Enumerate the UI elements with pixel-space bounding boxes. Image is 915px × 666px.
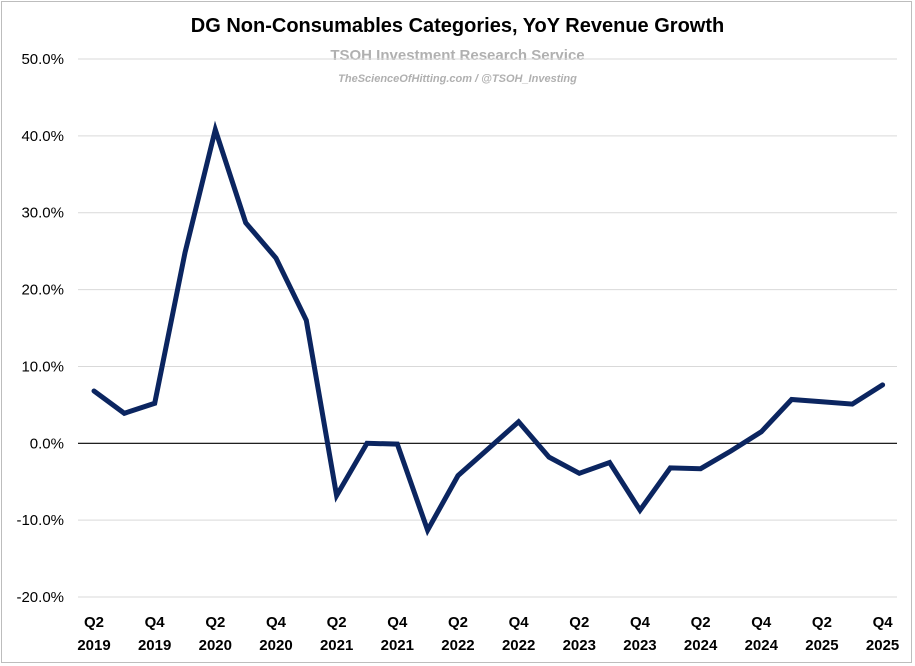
- y-tick-label: 10.0%: [21, 358, 64, 375]
- x-tick-year: 2024: [684, 637, 718, 654]
- x-tick-quarter: Q2: [812, 614, 832, 631]
- chart-title: DG Non-Consumables Categories, YoY Reven…: [190, 15, 725, 37]
- y-tick-label: -10.0%: [16, 512, 64, 529]
- x-tick-quarter: Q4: [873, 614, 894, 631]
- x-tick-year: 2019: [138, 637, 171, 654]
- watermark-title: TSOH Investment Research Service: [330, 47, 585, 64]
- x-tick-year: 2021: [320, 637, 353, 654]
- x-tick-year: 2023: [563, 637, 596, 654]
- x-tick-quarter: Q2: [84, 614, 104, 631]
- x-tick-year: 2021: [381, 637, 414, 654]
- x-tick-quarter: Q4: [509, 614, 530, 631]
- x-tick-quarter: Q2: [448, 614, 468, 631]
- y-tick-label: 30.0%: [21, 205, 64, 222]
- x-tick-quarter: Q2: [205, 614, 225, 631]
- y-tick-label: 50.0%: [21, 51, 64, 68]
- series-line: [91, 120, 886, 537]
- x-tick-quarter: Q2: [327, 614, 347, 631]
- y-tick-label: 0.0%: [30, 435, 64, 452]
- x-tick-year: 2024: [745, 637, 779, 654]
- x-tick-quarter: Q4: [145, 614, 166, 631]
- x-tick-quarter: Q2: [569, 614, 589, 631]
- x-tick-year: 2025: [866, 637, 899, 654]
- x-tick-year: 2022: [441, 637, 474, 654]
- y-tick-label: 40.0%: [21, 128, 64, 145]
- watermark-url: TheScienceOfHitting.com / @TSOH_Investin…: [338, 73, 577, 85]
- x-tick-quarter: Q4: [751, 614, 772, 631]
- x-tick-quarter: Q2: [691, 614, 711, 631]
- x-tick-year: 2022: [502, 637, 535, 654]
- y-tick-label: -20.0%: [16, 589, 64, 606]
- x-tick-year: 2020: [199, 637, 232, 654]
- x-tick-quarter: Q4: [630, 614, 651, 631]
- x-tick-year: 2025: [805, 637, 838, 654]
- x-tick-quarter: Q4: [266, 614, 287, 631]
- x-tick-year: 2020: [259, 637, 292, 654]
- x-tick-quarter: Q4: [387, 614, 408, 631]
- x-tick-year: 2019: [77, 637, 110, 654]
- x-tick-year: 2023: [623, 637, 656, 654]
- y-tick-label: 20.0%: [21, 282, 64, 299]
